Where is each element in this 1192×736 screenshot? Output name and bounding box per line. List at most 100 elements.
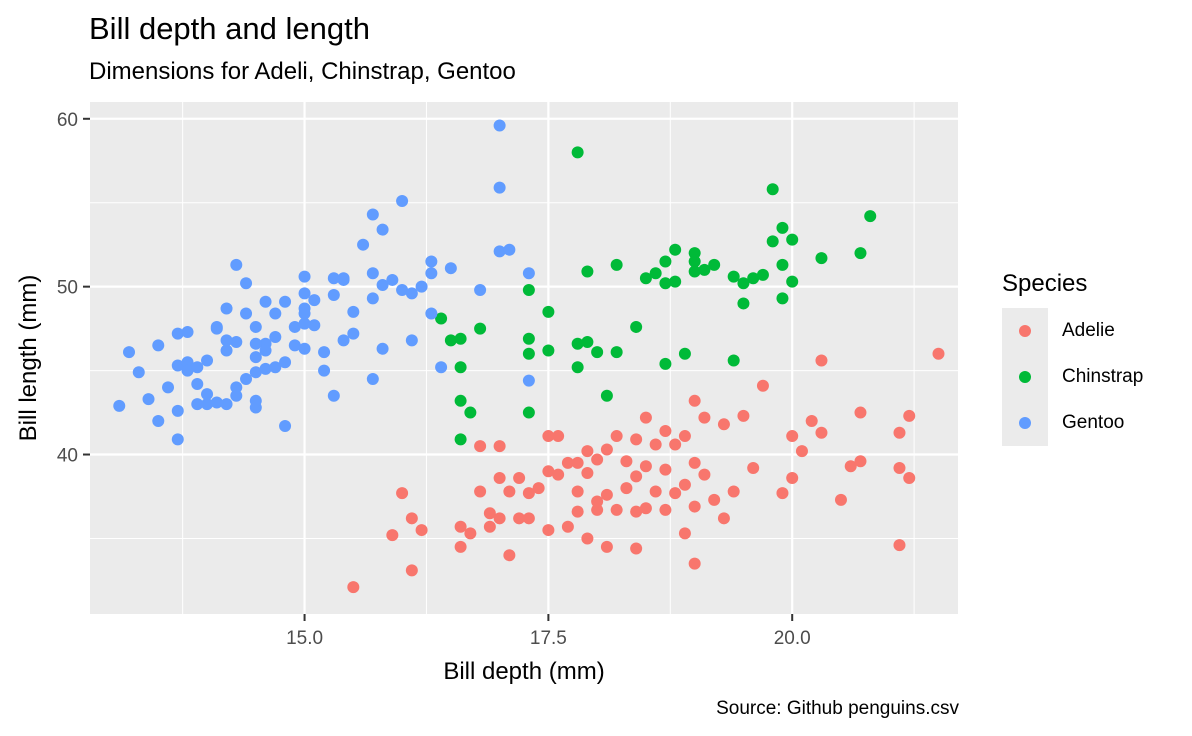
point-adelie: [688, 557, 701, 570]
point-chinstrap: [630, 320, 643, 333]
point-gentoo: [152, 339, 165, 352]
point-gentoo: [405, 287, 418, 300]
point-gentoo: [366, 292, 379, 305]
point-gentoo: [444, 262, 457, 275]
point-chinstrap: [435, 312, 448, 325]
point-gentoo: [298, 317, 311, 330]
point-chinstrap: [688, 247, 701, 260]
point-adelie: [464, 527, 477, 540]
point-chinstrap: [581, 336, 594, 349]
point-gentoo: [191, 361, 204, 374]
point-chinstrap: [610, 258, 623, 271]
point-adelie: [542, 465, 555, 478]
point-adelie: [903, 409, 916, 422]
point-chinstrap: [454, 394, 467, 407]
point-gentoo: [210, 396, 223, 409]
point-chinstrap: [708, 258, 721, 271]
point-chinstrap: [776, 258, 789, 271]
point-adelie: [503, 485, 516, 498]
point-adelie: [854, 406, 867, 419]
point-adelie: [815, 354, 828, 367]
point-chinstrap: [766, 183, 779, 196]
point-adelie: [522, 512, 535, 525]
point-gentoo: [230, 258, 243, 271]
point-chinstrap: [571, 361, 584, 374]
point-gentoo: [230, 381, 243, 394]
point-chinstrap: [522, 332, 535, 345]
point-adelie: [581, 466, 594, 479]
point-gentoo: [171, 359, 184, 372]
point-adelie: [708, 493, 721, 506]
point-gentoo: [318, 346, 331, 359]
point-gentoo: [288, 320, 301, 333]
point-chinstrap: [766, 235, 779, 248]
point-gentoo: [474, 284, 487, 297]
point-gentoo: [142, 393, 155, 406]
point-chinstrap: [776, 221, 789, 234]
point-adelie: [552, 430, 565, 443]
point-adelie: [903, 472, 916, 485]
point-adelie: [795, 445, 808, 458]
point-gentoo: [279, 295, 292, 308]
point-chinstrap: [854, 247, 867, 260]
point-gentoo: [337, 334, 350, 347]
point-gentoo: [132, 366, 145, 379]
point-adelie: [493, 512, 506, 525]
point-chinstrap: [659, 357, 672, 370]
point-adelie: [493, 440, 506, 453]
legend-label: Chinstrap: [1062, 366, 1144, 387]
point-adelie: [727, 485, 740, 498]
point-chinstrap: [474, 322, 487, 335]
point-gentoo: [337, 272, 350, 285]
point-chinstrap: [688, 255, 701, 268]
point-gentoo: [201, 388, 214, 401]
point-adelie: [591, 495, 604, 508]
point-adelie: [669, 487, 682, 500]
point-chinstrap: [698, 263, 711, 276]
point-gentoo: [171, 433, 184, 446]
x-axis-label: Bill depth (mm): [443, 658, 604, 685]
point-adelie: [805, 414, 818, 427]
point-gentoo: [298, 287, 311, 300]
point-gentoo: [123, 346, 136, 359]
point-adelie: [630, 433, 643, 446]
point-chinstrap: [591, 346, 604, 359]
point-adelie: [600, 488, 613, 501]
point-chinstrap: [669, 243, 682, 256]
point-adelie: [513, 512, 526, 525]
point-adelie: [834, 493, 847, 506]
point-gentoo: [376, 342, 389, 355]
point-adelie: [815, 426, 828, 439]
point-gentoo: [493, 119, 506, 132]
point-gentoo: [327, 272, 340, 285]
point-adelie: [630, 505, 643, 518]
point-adelie: [493, 472, 506, 485]
point-gentoo: [298, 270, 311, 283]
point-chinstrap: [688, 265, 701, 278]
x-tick-label: 15.0: [286, 628, 323, 649]
point-adelie: [581, 445, 594, 458]
point-gentoo: [249, 394, 262, 407]
point-gentoo: [435, 361, 448, 374]
point-chinstrap: [786, 233, 799, 246]
point-adelie: [396, 487, 409, 500]
point-gentoo: [396, 284, 409, 297]
legend-title: Species: [1002, 270, 1088, 297]
point-chinstrap: [522, 406, 535, 419]
point-gentoo: [181, 356, 194, 369]
x-axis: 15.0 17.5 20.0: [286, 614, 811, 649]
point-adelie: [669, 438, 682, 451]
point-gentoo: [259, 295, 272, 308]
point-gentoo: [201, 398, 214, 411]
point-gentoo: [249, 366, 262, 379]
point-chinstrap: [571, 337, 584, 350]
point-adelie: [454, 520, 467, 533]
legend-item-chinstrap: Chinstrap: [1002, 354, 1143, 400]
point-adelie: [854, 455, 867, 468]
point-gentoo: [327, 389, 340, 402]
point-adelie: [776, 487, 789, 500]
chart-title: Bill depth and length: [89, 11, 370, 46]
chart-subtitle: Dimensions for Adeli, Chinstrap, Gentoo: [89, 58, 516, 85]
y-axis: 40 50 60: [57, 110, 90, 467]
legend-item-gentoo: Gentoo: [1002, 400, 1143, 446]
